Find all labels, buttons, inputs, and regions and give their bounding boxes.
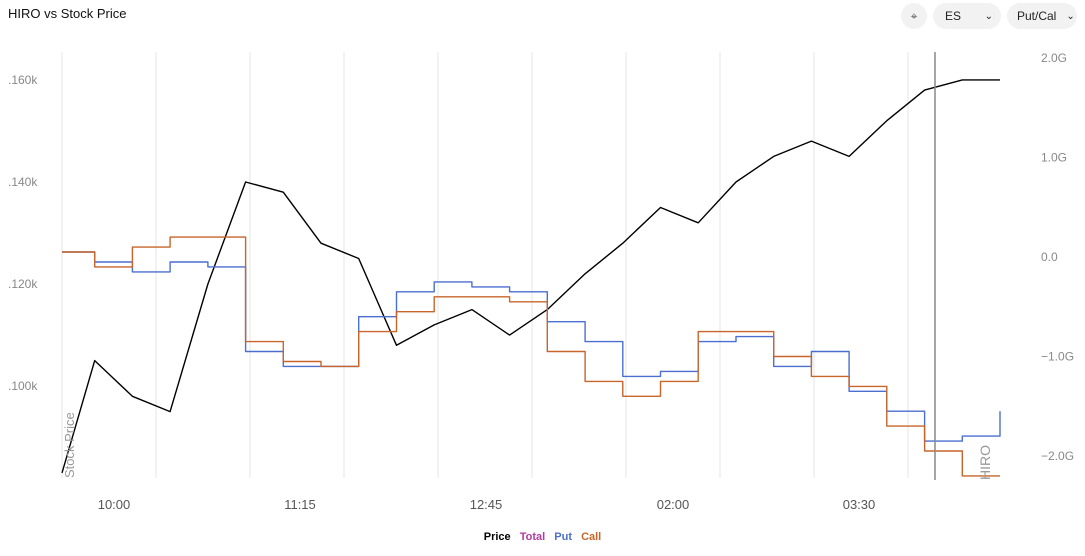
- x-tick-label: 11:15: [284, 497, 316, 512]
- symbol-select[interactable]: ES ⌄: [933, 3, 1001, 29]
- y-left-tick-label: .140k: [8, 175, 38, 189]
- chevron-down-icon: ⌄: [1066, 10, 1075, 22]
- series-line-put[interactable]: [62, 251, 1001, 442]
- y-left-tick-label: .160k: [8, 73, 38, 87]
- symbol-select-value: ES: [945, 9, 962, 23]
- x-tick-label: 02:00: [657, 497, 690, 512]
- x-tick-label: 12:45: [470, 497, 503, 512]
- mode-select-value: Put/Cal: [1017, 9, 1057, 23]
- y-right-axis-label: HIRO: [977, 445, 993, 480]
- x-tick-label: 10:00: [98, 497, 131, 512]
- x-tick-label: 03:30: [843, 497, 876, 512]
- y-right-tick-label: 2.0G: [1041, 51, 1067, 65]
- chart-legend: Price Total Put Call: [0, 531, 1085, 543]
- legend-total[interactable]: Total: [519, 531, 546, 543]
- y-right-tick-label: 1.0G: [1041, 151, 1067, 165]
- legend-call[interactable]: Call: [581, 531, 602, 543]
- mode-select[interactable]: Put/Cal ⌄: [1007, 3, 1077, 29]
- chart-title: HIRO vs Stock Price: [8, 6, 127, 21]
- legend-put[interactable]: Put: [554, 531, 572, 543]
- collapse-icon[interactable]: ⌖: [901, 3, 927, 29]
- chevron-down-icon: ⌄: [984, 10, 993, 22]
- y-right-tick-label: 0.0: [1041, 250, 1058, 264]
- y-right-tick-label: −2.0G: [1041, 449, 1074, 463]
- chart-toolbar: ⌖ ES ⌄ Put/Cal ⌄: [901, 3, 1077, 29]
- series-line-call[interactable]: [62, 236, 1000, 477]
- legend-price[interactable]: Price: [483, 531, 511, 543]
- y-left-tick-label: .100k: [8, 379, 38, 393]
- y-left-axis-label: Stock Price: [62, 412, 77, 478]
- series-line-price[interactable]: [61, 79, 1000, 474]
- y-right-tick-label: −1.0G: [1041, 350, 1074, 364]
- y-left-tick-label: .120k: [8, 277, 38, 291]
